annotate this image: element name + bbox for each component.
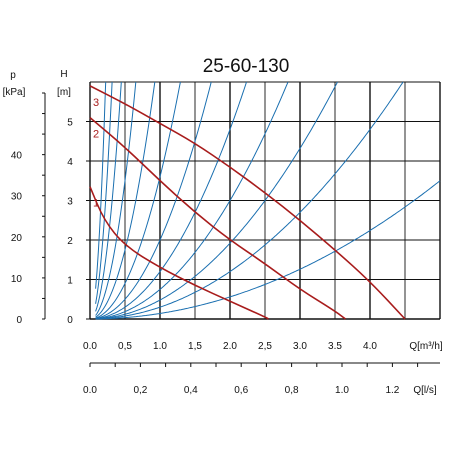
pressure-axis-unit: [kPa] — [3, 87, 26, 98]
flow-tick-label-m3h: 3.5 — [328, 341, 342, 352]
pressure-axis-label: p — [10, 70, 16, 81]
system-curve — [95, 81, 107, 289]
flow-axis-label-m3h: Q[m³/h] — [409, 341, 443, 352]
flow-tick-label-ls: 0,6 — [234, 385, 248, 396]
flow-tick-label-m3h: 2.0 — [223, 341, 237, 352]
chart-title: 25-60-130 — [203, 56, 290, 77]
system-curve — [95, 81, 404, 320]
flow-tick-label-m3h: 2,5 — [258, 341, 272, 352]
system-curve — [95, 81, 247, 320]
flow-tick-label-m3h: 4.0 — [363, 341, 377, 352]
pressure-tick-label: 10 — [11, 274, 23, 285]
pump-curve-label-3: 3 — [93, 97, 99, 109]
pump-curve-3 — [89, 85, 406, 320]
pressure-tick-label: 40 — [11, 151, 23, 162]
pressure-tick-label: 30 — [11, 192, 23, 203]
flow-tick-label-ls: 1.2 — [385, 385, 399, 396]
flow-tick-label-m3h: 3.0 — [293, 341, 307, 352]
system-curve — [95, 81, 137, 316]
system-curve — [95, 81, 338, 320]
pressure-tick-label: 0 — [16, 315, 22, 326]
pump-curve-label-1: 1 — [93, 198, 99, 210]
flow-axis-label-ls: Q[l/s] — [413, 385, 437, 396]
flow-tick-label-m3h: 0.0 — [83, 341, 97, 352]
pressure-tick-label: 20 — [11, 233, 23, 244]
flow-tick-label-m3h: 1.0 — [153, 341, 167, 352]
pump-curve-1 — [89, 186, 269, 320]
head-tick-label: 1 — [67, 276, 73, 287]
head-tick-label: 4 — [67, 157, 73, 168]
flow-tick-label-ls: 0,8 — [285, 385, 299, 396]
system-curve — [95, 180, 441, 320]
flow-tick-label-ls: 0,2 — [133, 385, 147, 396]
system-curve — [95, 81, 212, 319]
flow-tick-label-ls: 0,4 — [184, 385, 198, 396]
flow-tick-label-m3h: 1,5 — [188, 341, 202, 352]
pump-curve-2 — [89, 116, 346, 320]
head-tick-label: 5 — [67, 118, 73, 129]
system-curve — [95, 81, 156, 318]
system-curve — [95, 81, 122, 312]
pump-curve-label-2: 2 — [93, 129, 99, 141]
flow-tick-label-ls: 1.0 — [335, 385, 349, 396]
head-axis-label: H — [60, 69, 67, 80]
system-curve — [95, 81, 289, 320]
head-tick-label: 2 — [67, 236, 73, 247]
system-curve — [95, 81, 181, 319]
flow-tick-label-ls: 0.0 — [83, 385, 97, 396]
head-tick-label: 0 — [67, 315, 73, 326]
flow-tick-label-m3h: 0,5 — [118, 341, 132, 352]
head-tick-label: 3 — [67, 197, 73, 208]
head-axis-unit: [m] — [57, 87, 71, 98]
